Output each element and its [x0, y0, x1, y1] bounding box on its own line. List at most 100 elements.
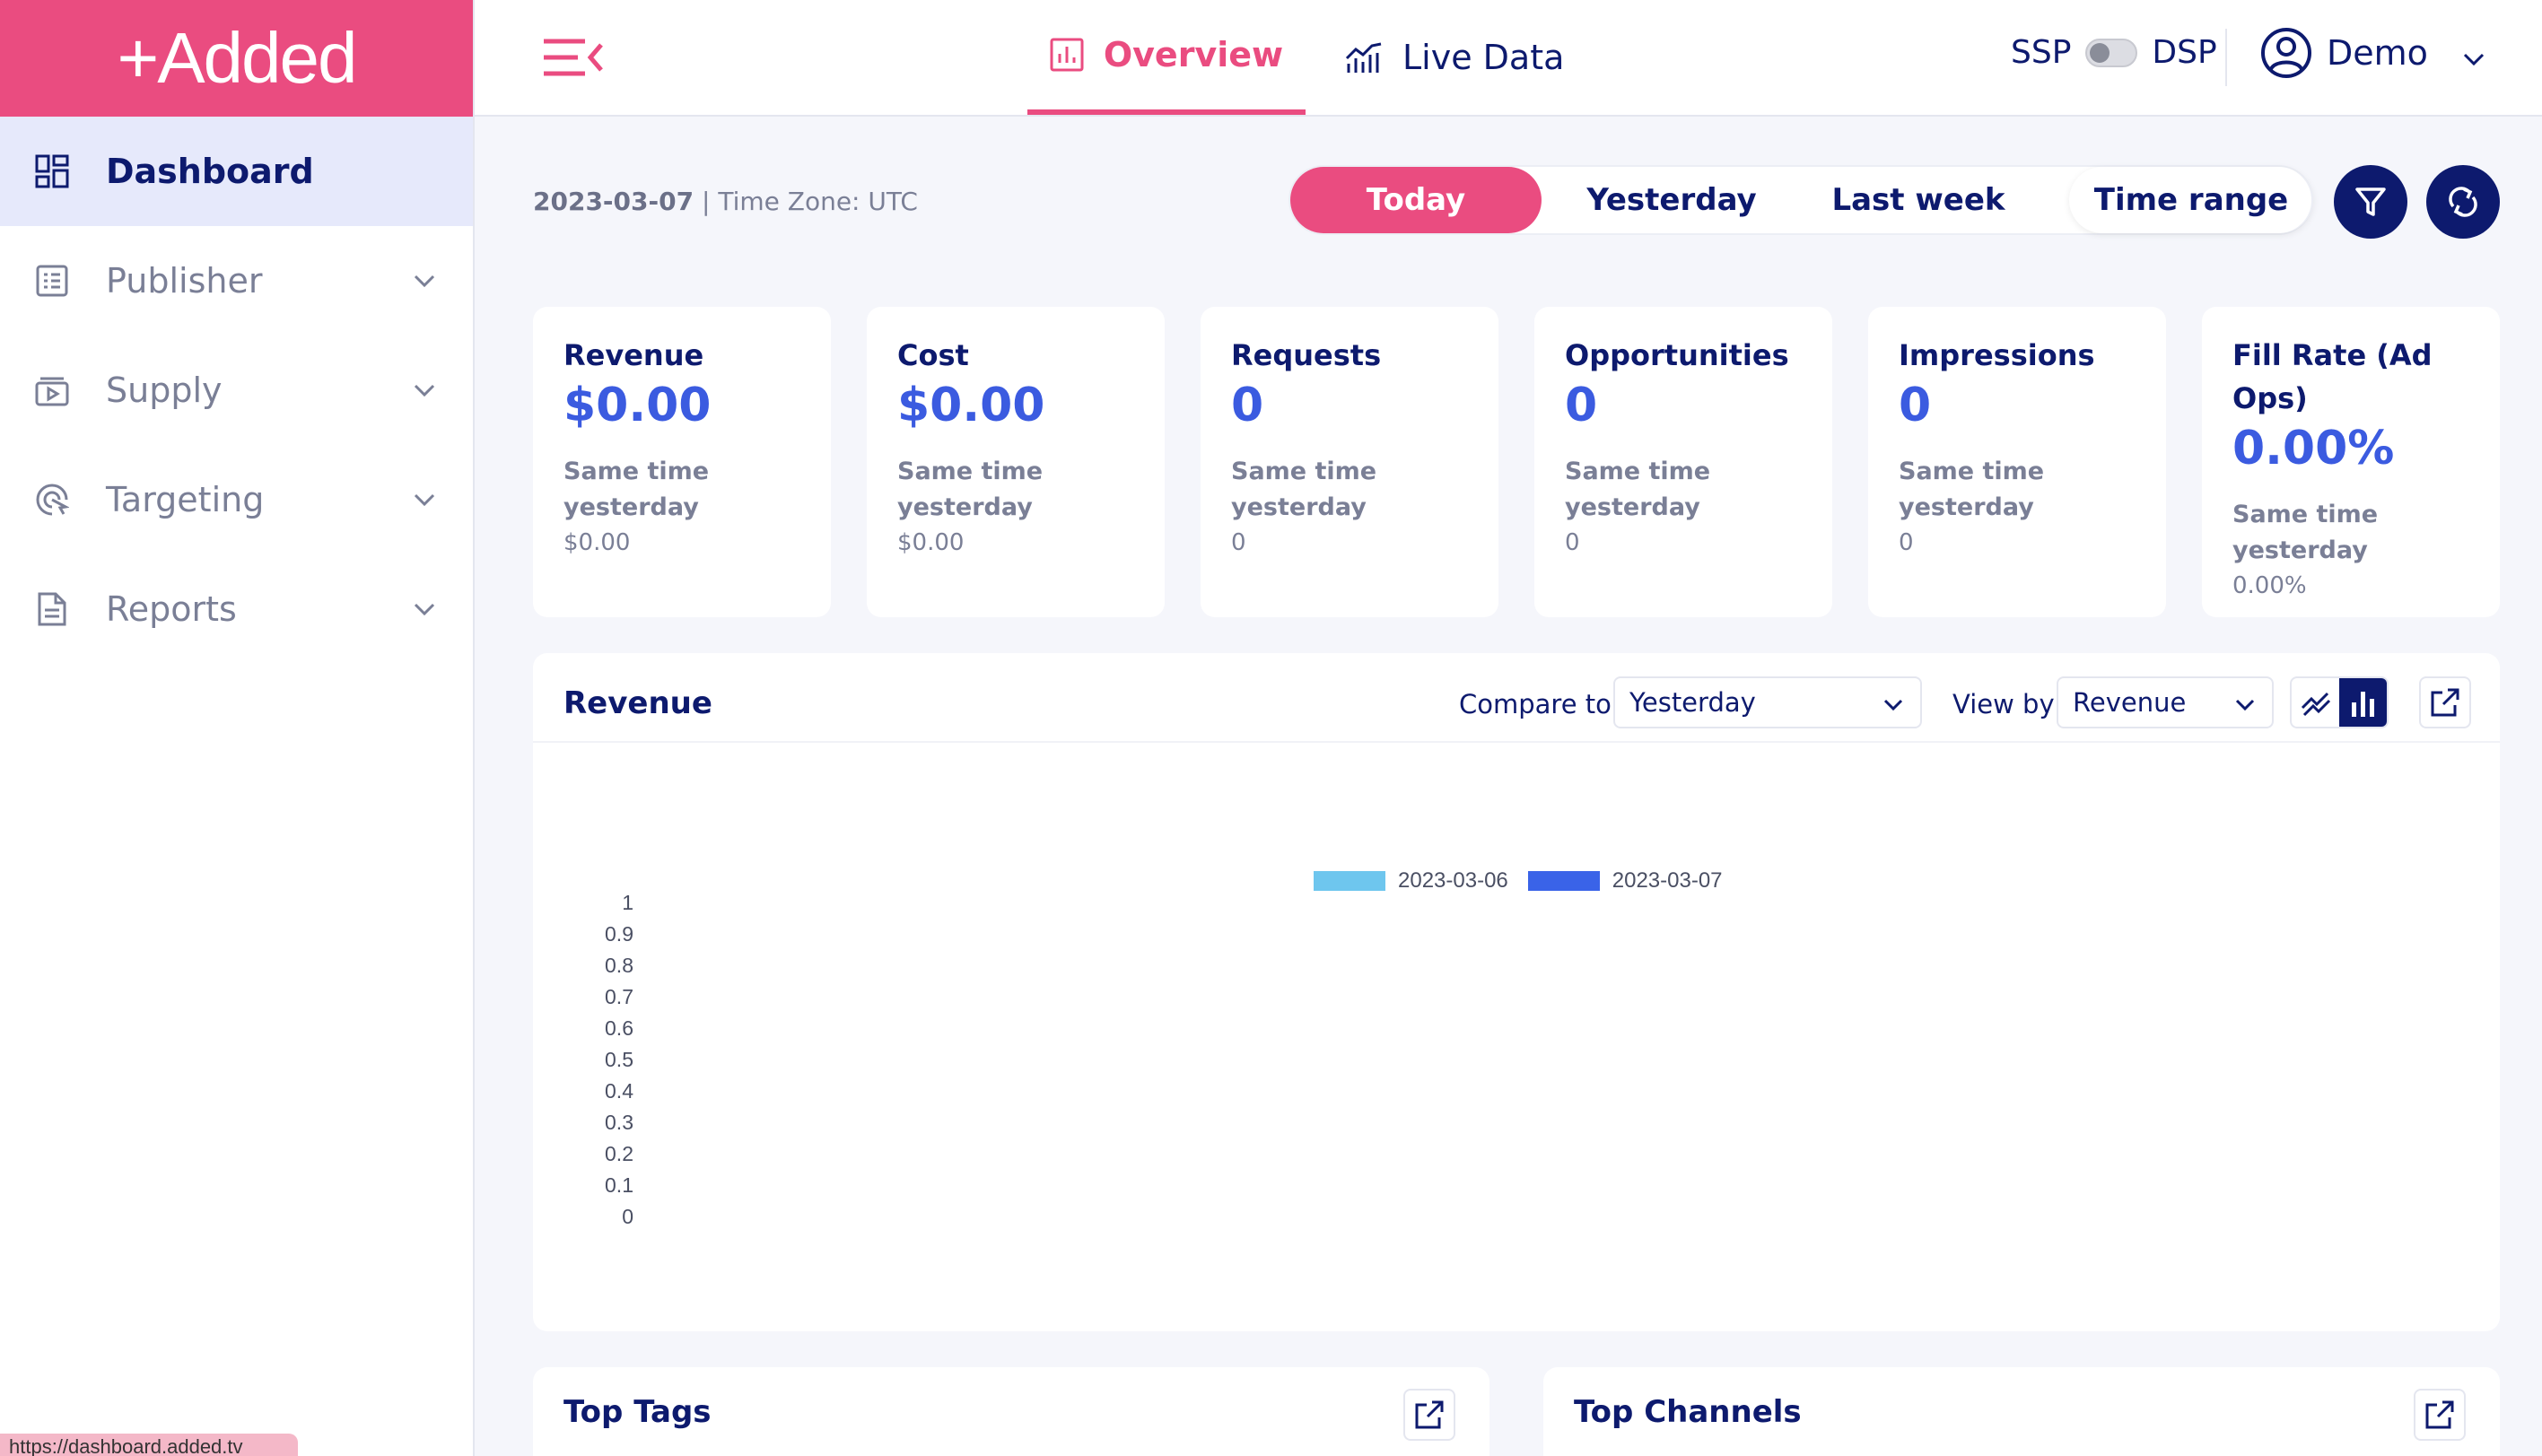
metric-comparison-value: $0.00 [563, 529, 631, 556]
metric-comparison-value: 0 [1565, 529, 1580, 556]
metric-comparison-value: 0 [1899, 529, 1914, 556]
metric-comparison-label: Same time yesterday [1231, 458, 1377, 521]
y-tick-label: 0.4 [605, 1079, 633, 1103]
range-yesterday-button[interactable]: Yesterday [1586, 182, 1757, 218]
revenue-chart-panel: Revenue Compare to Yesterday View by Rev… [533, 653, 2500, 1331]
view-by-select[interactable]: Revenue [2057, 676, 2274, 728]
view-by-label: View by [1952, 689, 2055, 719]
top-bar: Overview Live Data SSP DSP Demo [475, 0, 2542, 117]
supply-icon [34, 372, 70, 408]
user-name: Demo [2327, 33, 2428, 73]
tab-label: Overview [1103, 35, 1284, 74]
metric-comparison-value: $0.00 [897, 529, 965, 556]
metric-value: 0 [1231, 379, 1264, 432]
ssp-dsp-toggle[interactable] [2085, 38, 2138, 67]
metric-title: Revenue [563, 338, 704, 372]
chevron-down-icon [1883, 699, 1903, 711]
y-tick-label: 0.3 [605, 1111, 633, 1134]
bar-chart-toggle[interactable] [2339, 678, 2387, 727]
timezone: | Time Zone: UTC [694, 187, 918, 216]
metric-title: Opportunities [1565, 338, 1789, 372]
targeting-icon [34, 482, 70, 518]
line-chart-toggle[interactable] [2292, 678, 2339, 727]
bar-chart-icon [1050, 38, 1084, 72]
collapse-menu-icon[interactable] [542, 36, 605, 79]
range-today-button[interactable]: Today [1290, 167, 1542, 233]
legend-label: 2023-03-07 [1612, 868, 1723, 893]
divider [2225, 29, 2227, 86]
metric-value: 0.00% [2232, 422, 2395, 475]
user-menu[interactable]: Demo [2260, 27, 2428, 79]
range-last-week-button[interactable]: Last week [1831, 182, 2005, 218]
y-tick-label: 0.5 [605, 1048, 633, 1071]
sidebar-item-label: Dashboard [106, 152, 314, 191]
dsp-label: DSP [2152, 34, 2217, 71]
y-tick-label: 0.9 [605, 922, 633, 946]
logo[interactable]: +Added [0, 0, 473, 117]
sidebar-item-reports[interactable]: Reports [0, 554, 473, 664]
date-range-selector: Today Yesterday Last week Time range [1288, 165, 2313, 235]
panel-title: Revenue [563, 685, 712, 721]
metric-comparison-label: Same time yesterday [897, 458, 1044, 521]
legend-item[interactable]: 2023-03-06 [1314, 868, 1508, 894]
metric-card-requests: Requests 0 Same time yesterday 0 [1201, 307, 1498, 617]
y-tick-label: 0 [622, 1205, 633, 1228]
open-external-button[interactable] [1403, 1389, 1455, 1441]
refresh-button[interactable] [2426, 165, 2500, 239]
status-bar-url: https://dashboard.added.tv [0, 1434, 298, 1456]
publisher-icon [34, 263, 70, 299]
sidebar-item-publisher[interactable]: Publisher [0, 226, 473, 336]
tab-overview[interactable]: Overview [1027, 0, 1306, 115]
compare-to-select[interactable]: Yesterday [1613, 676, 1922, 728]
metric-value: 0 [1899, 379, 1932, 432]
metric-value: $0.00 [563, 379, 712, 432]
panel-title: Top Channels [1574, 1394, 1802, 1430]
tab-live-data[interactable]: Live Data [1345, 0, 1564, 115]
filter-button[interactable] [2334, 165, 2407, 239]
sidebar-item-label: Supply [106, 371, 223, 410]
y-tick-label: 0.2 [605, 1142, 633, 1165]
legend-item[interactable]: 2023-03-07 [1527, 868, 1723, 894]
sidebar-item-label: Targeting [106, 480, 265, 519]
compare-to-value: Yesterday [1629, 687, 1756, 718]
sidebar-item-supply[interactable]: Supply [0, 336, 473, 445]
y-tick-label: 0.6 [605, 1016, 633, 1040]
chevron-down-icon[interactable] [2461, 47, 2486, 72]
metric-comparison-label: Same time yesterday [1899, 458, 2045, 521]
sidebar-item-label: Reports [106, 589, 237, 629]
chart-legend: 2023-03-06 2023-03-07 [1314, 868, 1743, 894]
panel-title: Top Tags [563, 1394, 712, 1430]
open-external-button[interactable] [2419, 676, 2471, 728]
range-time-range-button[interactable]: Time range [2069, 167, 2313, 233]
dashboard-grid-icon [34, 153, 70, 189]
ssp-label: SSP [2011, 34, 2072, 71]
date-info: 2023-03-07 | Time Zone: UTC [533, 187, 918, 216]
legend-swatch [1527, 871, 1600, 891]
sidebar-item-dashboard[interactable]: Dashboard [0, 117, 473, 226]
metric-comparison-label: Same time yesterday [1565, 458, 1711, 521]
filter-icon [2355, 187, 2386, 216]
metric-comparison-label: Same time yesterday [563, 458, 710, 521]
chevron-down-icon [2235, 699, 2255, 711]
ssp-dsp-switch: SSP DSP [2011, 34, 2217, 71]
view-by-value: Revenue [2073, 687, 2187, 718]
metric-value: $0.00 [897, 379, 1045, 432]
metric-title: Requests [1231, 338, 1382, 372]
y-tick-label: 1 [622, 891, 633, 914]
metric-comparison-label: Same time yesterday [2232, 501, 2379, 564]
external-link-icon [1415, 1400, 1444, 1429]
sidebar: +Added Dashboard Publisher Supply [0, 0, 475, 1456]
chevron-down-icon [414, 384, 435, 397]
line-chart-icon [1345, 42, 1382, 73]
top-tags-panel: Top Tags [533, 1367, 1489, 1456]
legend-swatch [1314, 871, 1385, 891]
metric-title: Fill Rate (Ad Ops) [2232, 338, 2433, 415]
metric-card-cost: Cost $0.00 Same time yesterday $0.00 [867, 307, 1165, 617]
tab-label: Live Data [1402, 38, 1565, 77]
open-external-button[interactable] [2414, 1389, 2466, 1441]
chart-type-toggle [2290, 676, 2389, 728]
compare-to-label: Compare to [1459, 689, 1612, 719]
metric-comparison-value: 0.00% [2232, 572, 2307, 599]
sidebar-item-targeting[interactable]: Targeting [0, 445, 473, 554]
external-link-icon [2425, 1400, 2454, 1429]
